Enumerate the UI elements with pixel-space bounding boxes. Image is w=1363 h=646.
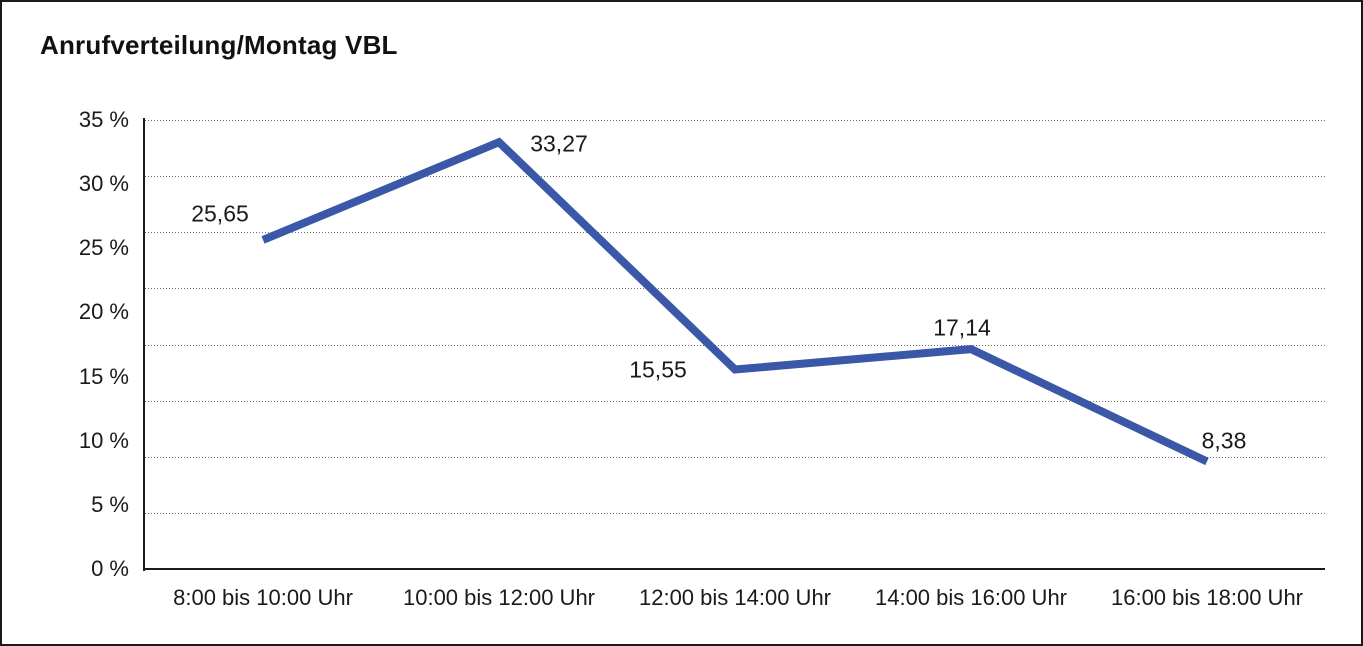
x-tick-label: 12:00 bis 14:00 Uhr [638,585,832,610]
y-tick-label: 25 % [78,235,129,261]
h-gridline [145,400,1325,402]
x-tick-label: 14:00 bis 16:00 Uhr [874,585,1068,610]
h-gridline [145,344,1325,346]
h-gridline [145,176,1325,178]
y-tick-label: 10 % [78,427,129,453]
y-tick-label: 0 % [91,556,129,581]
x-axis-line [145,568,1325,570]
h-gridline [145,512,1325,514]
y-tick-label: 15 % [78,363,129,389]
h-gridline [145,120,1325,121]
x-tick-label: 10:00 bis 12:00 Uhr [402,585,596,610]
point-value-label: 17,14 [933,314,991,341]
point-value-label: 8,38 [1201,427,1247,454]
point-value-label: 25,65 [191,200,249,227]
x-tick-label: 8:00 bis 10:00 Uhr [173,585,353,610]
y-tick-label: 20 % [78,299,129,325]
data-line [261,137,1209,466]
x-tick-label: 16:00 bis 18:00 Uhr [1110,585,1304,610]
y-tick-label: 5 % [91,491,129,517]
y-tick-label: 30 % [78,171,129,197]
h-gridline [145,456,1325,458]
point-value-label: 33,27 [530,130,588,157]
y-axis-line [143,118,145,571]
point-value-label: 15,55 [629,356,687,383]
chart-title: Anrufverteilung/Montag VBL [40,30,398,60]
y-tick-label: 35 % [78,107,129,132]
h-gridline [145,288,1325,290]
h-gridline [145,232,1325,234]
